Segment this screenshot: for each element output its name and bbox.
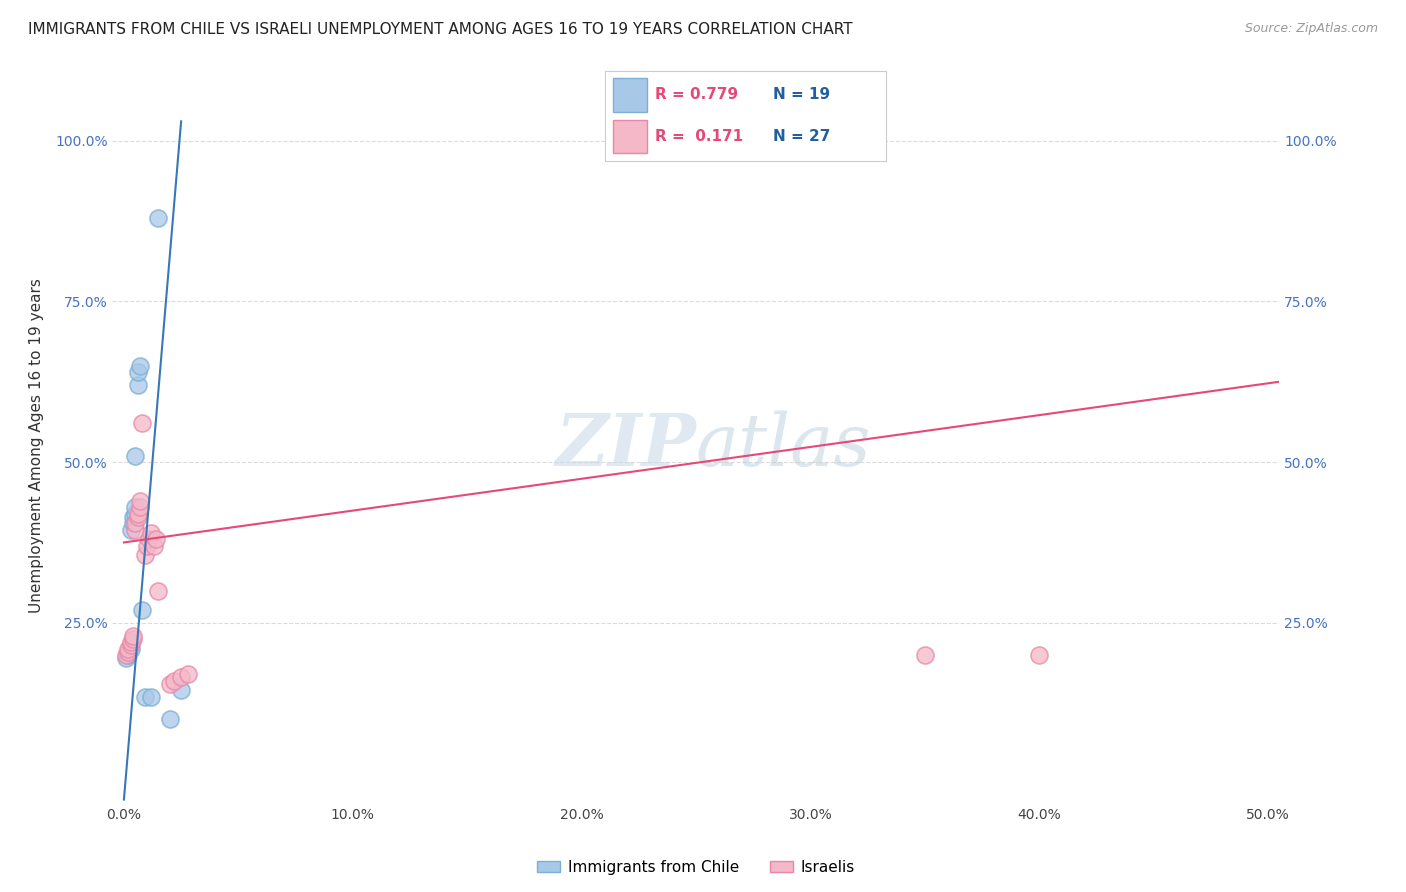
- Point: [170, 670, 193, 684]
- Point: [138, 533, 160, 547]
- Point: [142, 539, 165, 553]
- Point: [914, 648, 936, 662]
- Point: [159, 677, 181, 691]
- Text: R =  0.171: R = 0.171: [655, 129, 744, 144]
- Point: [117, 641, 139, 656]
- Point: [127, 378, 149, 392]
- Point: [141, 525, 163, 540]
- Point: [131, 417, 153, 431]
- Point: [122, 509, 145, 524]
- Point: [129, 493, 152, 508]
- Point: [135, 539, 157, 553]
- FancyBboxPatch shape: [613, 120, 647, 153]
- Point: [122, 629, 145, 643]
- Point: [148, 211, 170, 225]
- Point: [131, 603, 153, 617]
- Point: [124, 507, 146, 521]
- Point: [148, 583, 170, 598]
- Point: [120, 641, 142, 656]
- Point: [124, 449, 146, 463]
- FancyBboxPatch shape: [613, 78, 647, 112]
- Text: atlas: atlas: [696, 410, 872, 482]
- Point: [117, 645, 139, 659]
- Point: [122, 632, 145, 646]
- Point: [177, 667, 200, 681]
- Point: [120, 635, 142, 649]
- Point: [129, 500, 152, 514]
- Point: [170, 683, 193, 698]
- Y-axis label: Unemployment Among Ages 16 to 19 years: Unemployment Among Ages 16 to 19 years: [30, 278, 44, 614]
- Point: [127, 507, 149, 521]
- Point: [124, 523, 146, 537]
- Point: [124, 516, 146, 530]
- Legend: Immigrants from Chile, Israelis: Immigrants from Chile, Israelis: [531, 854, 860, 880]
- Text: N = 19: N = 19: [773, 87, 831, 102]
- Point: [134, 690, 156, 704]
- Point: [127, 365, 149, 379]
- Point: [127, 509, 149, 524]
- Text: ZIP: ZIP: [555, 410, 696, 482]
- Point: [120, 638, 142, 652]
- Text: Source: ZipAtlas.com: Source: ZipAtlas.com: [1244, 22, 1378, 36]
- Point: [117, 648, 139, 662]
- Text: N = 27: N = 27: [773, 129, 831, 144]
- Point: [1028, 648, 1050, 662]
- Point: [120, 523, 142, 537]
- Point: [117, 645, 139, 659]
- Point: [141, 690, 163, 704]
- Text: IMMIGRANTS FROM CHILE VS ISRAELI UNEMPLOYMENT AMONG AGES 16 TO 19 YEARS CORRELAT: IMMIGRANTS FROM CHILE VS ISRAELI UNEMPLO…: [28, 22, 853, 37]
- Point: [115, 648, 138, 662]
- Point: [122, 516, 145, 530]
- Point: [115, 651, 138, 665]
- Text: R = 0.779: R = 0.779: [655, 87, 738, 102]
- Point: [134, 549, 156, 563]
- Point: [124, 500, 146, 514]
- Point: [163, 673, 186, 688]
- Point: [159, 712, 181, 726]
- Point: [129, 359, 152, 373]
- Point: [145, 533, 167, 547]
